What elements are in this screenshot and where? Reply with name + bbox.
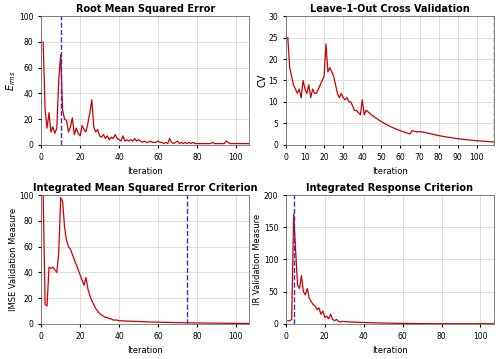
Y-axis label: IR Validation Measure: IR Validation Measure <box>253 214 262 305</box>
Y-axis label: IMSE Validation Measure: IMSE Validation Measure <box>8 208 18 311</box>
X-axis label: Iteration: Iteration <box>127 346 163 355</box>
Y-axis label: CV: CV <box>257 74 267 87</box>
X-axis label: Iteration: Iteration <box>127 167 163 176</box>
Title: Root Mean Squared Error: Root Mean Squared Error <box>76 4 215 14</box>
Title: Integrated Mean Squared Error Criterion: Integrated Mean Squared Error Criterion <box>33 183 257 193</box>
Title: Integrated Response Criterion: Integrated Response Criterion <box>306 183 474 193</box>
X-axis label: Iteration: Iteration <box>372 167 408 176</box>
Y-axis label: $E_{rms}$: $E_{rms}$ <box>4 70 18 91</box>
X-axis label: Iteration: Iteration <box>372 346 408 355</box>
Title: Leave-1-Out Cross Validation: Leave-1-Out Cross Validation <box>310 4 470 14</box>
